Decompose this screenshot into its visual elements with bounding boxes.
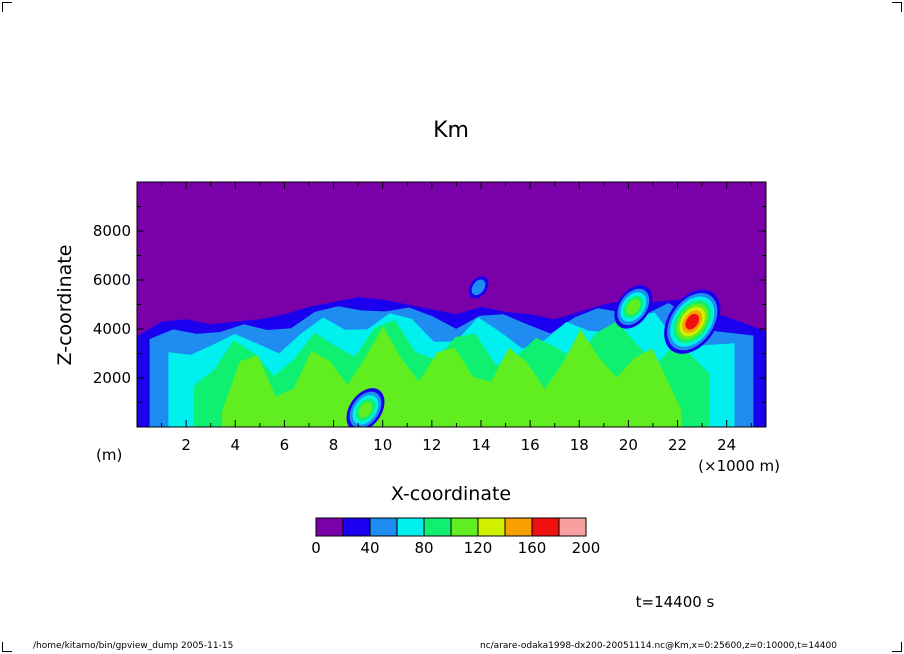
colorbar-tick-label: 80 <box>414 539 433 557</box>
x-axis-label: X-coordinate <box>391 483 511 505</box>
x-tick-label: 6 <box>280 436 290 454</box>
x-tick-label: 16 <box>521 436 540 454</box>
colorbar-swatch <box>531 517 560 537</box>
x-tick-label: 4 <box>231 436 241 454</box>
footer-path: /home/kitamo/bin/gpview_dump 2005-11-15 <box>33 641 234 651</box>
colorbar-swatch <box>450 517 479 537</box>
x-tick-label: 12 <box>422 436 441 454</box>
x-tick-label: 10 <box>373 436 392 454</box>
x-tick-label: 20 <box>619 436 638 454</box>
y-tick-label: 6000 <box>93 271 131 289</box>
footer-source: nc/arare-odaka1998-dx200-20051114.nc@Km,… <box>480 641 837 651</box>
crop-mark-bottom-right <box>892 642 902 652</box>
level-100-region <box>221 326 682 427</box>
x-tick-label: 8 <box>329 436 339 454</box>
colorbar-tick-label: 0 <box>311 539 321 557</box>
x-unit-right: (×1000 m) <box>698 457 780 475</box>
colorbar-tick-label: 120 <box>464 539 493 557</box>
y-tick-label: 2000 <box>93 369 131 387</box>
colorbar-swatch <box>369 517 398 537</box>
y-tick-label: 8000 <box>93 222 131 240</box>
x-tick-label: 14 <box>471 436 490 454</box>
x-tick-label: 22 <box>668 436 687 454</box>
x-unit-left: (m) <box>96 446 122 464</box>
colorbar-swatch <box>504 517 533 537</box>
feature-blob-3-ring-2 <box>471 279 486 296</box>
time-label: t=14400 s <box>636 593 715 611</box>
plot-area <box>137 182 766 427</box>
chart-title: Km <box>433 118 469 143</box>
colorbar-tick-label: 200 <box>572 539 601 557</box>
crop-mark-bottom-left <box>2 642 12 652</box>
colorbar-swatch <box>315 517 344 537</box>
colorbar: 0 40 80 120 160 200 <box>311 517 601 557</box>
colorbar-swatch <box>423 517 452 537</box>
crop-mark-top-left <box>2 2 12 12</box>
colorbar-tick-label: 160 <box>518 539 547 557</box>
x-tick-label: 2 <box>181 436 191 454</box>
colorbar-swatch <box>558 517 587 537</box>
x-tick-label: 18 <box>570 436 589 454</box>
feature-blob-1-ring-5 <box>626 299 641 315</box>
colorbar-swatch <box>396 517 425 537</box>
feature-blob-2-ring-5 <box>358 402 373 418</box>
colorbar-tick-label: 40 <box>360 539 379 557</box>
colorbar-swatch <box>477 517 506 537</box>
y-axis-label: Z-coordinate <box>54 245 76 366</box>
colorbar-swatch <box>342 517 371 537</box>
x-tick-label: 24 <box>717 436 736 454</box>
feature-blob-0-ring-8 <box>685 313 700 330</box>
y-tick-label: 4000 <box>93 320 131 338</box>
crop-mark-top-right <box>892 2 902 12</box>
